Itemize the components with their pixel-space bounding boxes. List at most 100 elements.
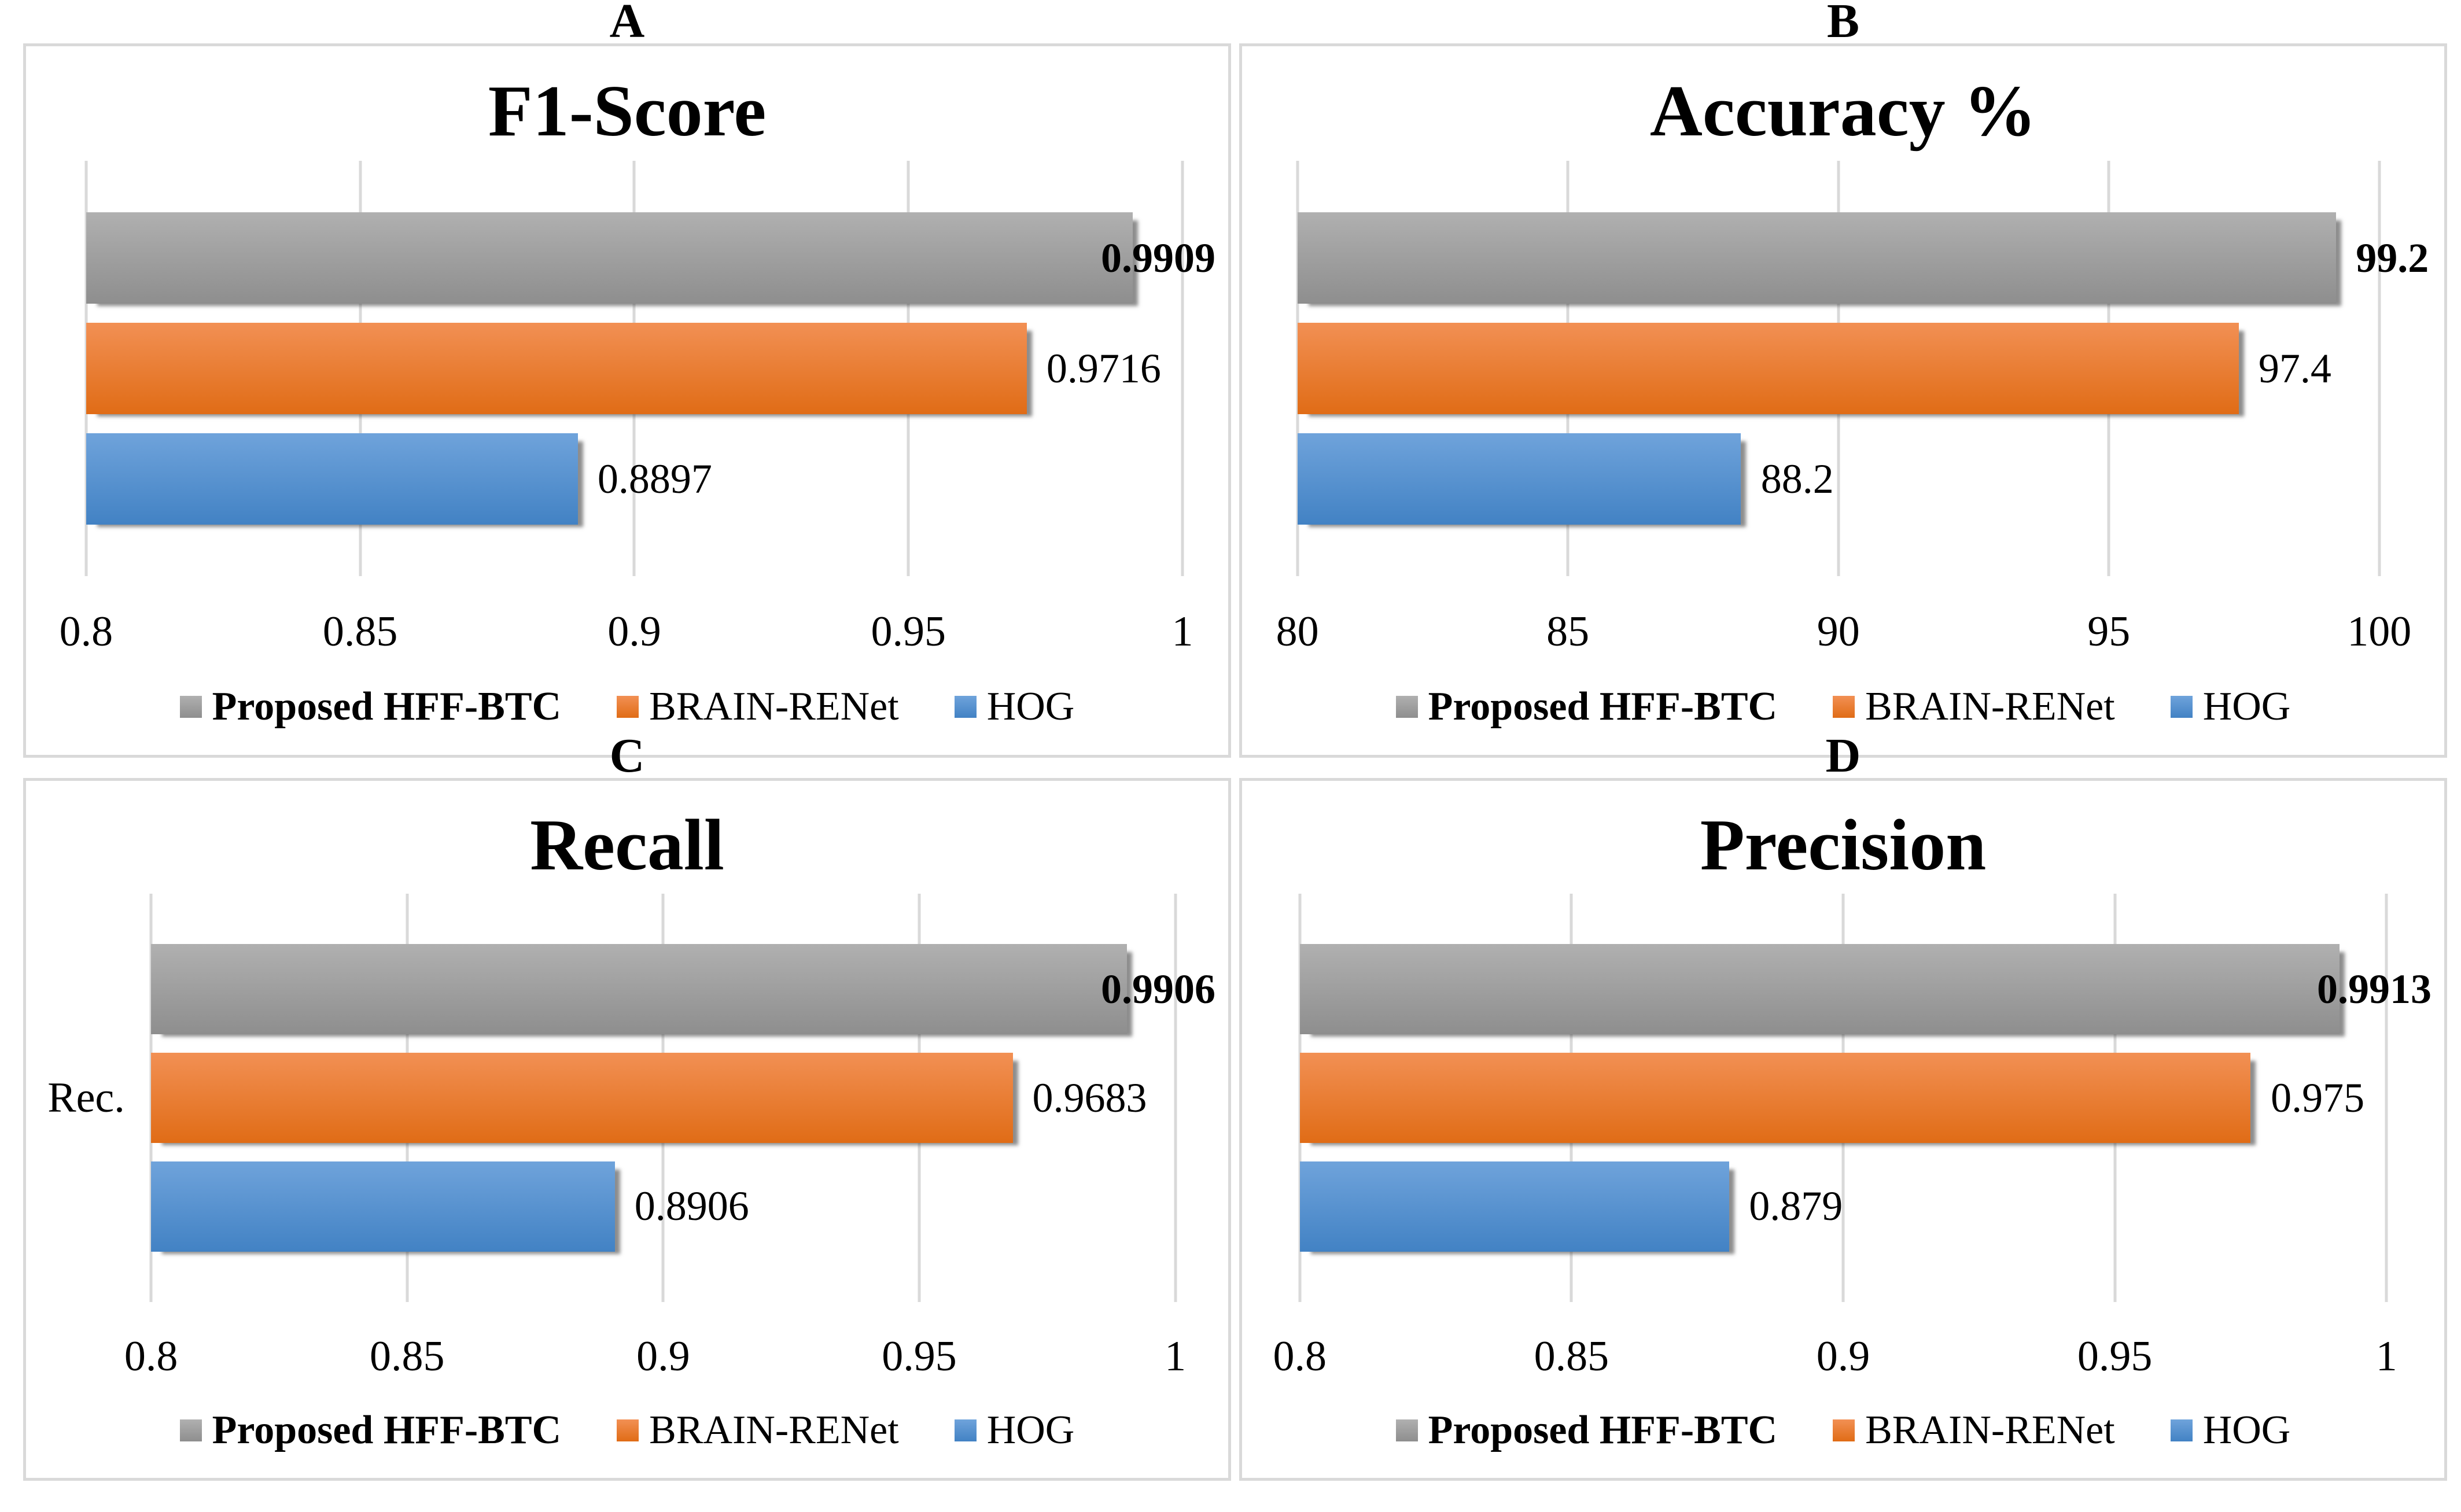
panel-letter: A — [609, 0, 645, 48]
value-label-brain-renet: 0.975 — [2271, 1074, 2365, 1121]
x-tick-label: 0.85 — [322, 607, 398, 655]
x-tick-label: 0.8 — [1273, 1333, 1327, 1381]
legend-item-proposed-hff-btc: Proposed HFF-BTC — [1395, 684, 1778, 729]
legend: Proposed HFF-BTC BRAIN-RENet HOG — [1242, 684, 2444, 729]
gridline — [2378, 161, 2381, 577]
legend-swatch-brain-renet — [1833, 1419, 1855, 1442]
x-tick-label: 1 — [1171, 607, 1193, 655]
panel-box-f1-score: F1-Score 0.9909 0.9716 0.8897 0.8 0.85 0.9 0.95… — [23, 43, 1231, 758]
panel-box-precision: Precision 0.9913 0.975 0.879 0.8 0.85 0.9 0.95 1… — [1239, 778, 2447, 1481]
legend-item-hog: HOG — [954, 684, 1075, 729]
legend-item-brain-renet: BRAIN-RENet — [1833, 684, 2115, 729]
gridline — [1174, 894, 1177, 1303]
bar-hog — [151, 1161, 616, 1252]
plot-area — [1296, 161, 2381, 577]
x-tick-label: 0.95 — [2077, 1333, 2153, 1381]
value-label-hog: 88.2 — [1760, 455, 1834, 502]
chart-title: Accuracy % — [1649, 71, 2037, 152]
legend-label: BRAIN-RENet — [649, 684, 899, 729]
legend-label: HOG — [2202, 1408, 2291, 1453]
legend-swatch-brain-renet — [617, 695, 639, 718]
value-label-brain-renet: 0.9716 — [1046, 345, 1161, 392]
bar-proposed-hff-btc — [1299, 944, 2340, 1035]
legend-item-proposed-hff-btc: Proposed HFF-BTC — [179, 1408, 562, 1453]
x-tick-label: 100 — [2347, 607, 2412, 655]
x-tick-label: 85 — [1546, 607, 1590, 655]
bar-proposed-hff-btc — [1297, 212, 2336, 304]
legend-item-brain-renet: BRAIN-RENet — [617, 684, 899, 729]
chart-title: Precision — [1700, 805, 1987, 886]
y-axis-label: Rec. — [47, 1074, 125, 1122]
legend-swatch-hog — [2170, 1419, 2193, 1442]
plot-area — [84, 161, 1184, 577]
legend-item-hog: HOG — [2170, 684, 2291, 729]
x-tick-label: 1 — [2375, 1333, 2397, 1381]
legend-swatch-proposed-hff-btc — [179, 695, 202, 718]
legend-swatch-proposed-hff-btc — [1395, 695, 1418, 718]
bar-brain-renet — [1299, 1052, 2251, 1143]
legend-label: Proposed HFF-BTC — [1428, 684, 1778, 729]
panel-cell-b: B Accuracy % 99.2 97.4 88.2 80 85 90 95 100 Propos… — [1239, 0, 2447, 758]
legend-label: Proposed HFF-BTC — [1428, 1408, 1778, 1453]
legend-swatch-hog — [954, 695, 977, 718]
x-tick-label: 95 — [2087, 607, 2131, 655]
x-tick-label: 0.95 — [871, 607, 946, 655]
chart-title: Recall — [530, 805, 724, 886]
legend-label: BRAIN-RENet — [649, 1408, 899, 1453]
legend-label: Proposed HFF-BTC — [212, 1408, 562, 1453]
chart-title: F1-Score — [488, 71, 767, 152]
legend: Proposed HFF-BTC BRAIN-RENet HOG — [1242, 1410, 2444, 1451]
x-tick-label: 90 — [1817, 607, 1860, 655]
value-label-brain-renet: 97.4 — [2258, 345, 2331, 392]
x-tick-label: 0.8 — [124, 1333, 178, 1381]
x-tick-label: 0.95 — [882, 1333, 957, 1381]
legend-item-brain-renet: BRAIN-RENet — [1833, 1410, 2115, 1451]
legend-label: HOG — [2202, 684, 2291, 729]
legend-item-hog: HOG — [2170, 1408, 2291, 1453]
legend-label: BRAIN-RENet — [1865, 684, 2115, 729]
value-label-hog: 0.8897 — [597, 455, 712, 502]
value-label-proposed-hff-btc: 0.9906 — [1101, 965, 1215, 1012]
panel-letter: C — [609, 729, 645, 783]
plot-area — [149, 894, 1177, 1303]
x-tick-label: 0.9 — [1816, 1333, 1870, 1381]
gridline — [2385, 894, 2388, 1303]
x-tick-label: 1 — [1165, 1333, 1187, 1381]
legend-item-proposed-hff-btc: Proposed HFF-BTC — [179, 684, 562, 729]
x-tick-label: 0.9 — [636, 1333, 690, 1381]
legend-swatch-hog — [2170, 695, 2193, 718]
panel-cell-d: D Precision 0.9913 0.975 0.879 0.8 0.85 0.9 0.95… — [1239, 732, 2447, 1481]
panel-letter: D — [1825, 729, 1861, 783]
legend: Proposed HFF-BTC BRAIN-RENet HOG — [26, 1410, 1228, 1451]
legend-item-hog: HOG — [954, 1408, 1075, 1453]
x-tick-label: 0.85 — [1534, 1333, 1609, 1381]
legend: Proposed HFF-BTC BRAIN-RENet HOG — [26, 684, 1228, 729]
panel-box-accuracy: Accuracy % 99.2 97.4 88.2 80 85 90 95 100 Propose… — [1239, 43, 2447, 758]
legend-label: HOG — [986, 1408, 1075, 1453]
bar-proposed-hff-btc — [151, 944, 1128, 1035]
bar-hog — [86, 433, 578, 525]
value-label-hog: 0.879 — [1749, 1183, 1843, 1230]
value-label-proposed-hff-btc: 0.9913 — [2317, 965, 2431, 1012]
gridline — [1181, 161, 1184, 577]
legend-swatch-proposed-hff-btc — [1395, 1419, 1418, 1442]
bar-hog — [1297, 433, 1741, 525]
value-label-brain-renet: 0.9683 — [1032, 1074, 1147, 1121]
x-tick-label: 80 — [1276, 607, 1319, 655]
legend-label: Proposed HFF-BTC — [212, 684, 562, 729]
plot-area — [1298, 894, 2388, 1303]
panel-cell-a: A F1-Score 0.9909 0.9716 0.8897 0.8 0.85 0.9 0.9… — [23, 0, 1231, 758]
legend-item-proposed-hff-btc: Proposed HFF-BTC — [1395, 1408, 1778, 1453]
value-label-hog: 0.8906 — [634, 1183, 749, 1230]
legend-swatch-brain-renet — [1833, 695, 1855, 718]
x-tick-label: 0.85 — [369, 1333, 445, 1381]
value-label-proposed-hff-btc: 0.9909 — [1101, 234, 1215, 281]
value-label-proposed-hff-btc: 99.2 — [2356, 234, 2429, 281]
legend-label: HOG — [986, 684, 1075, 729]
panel-cell-c: C Recall 0.9906 0.9683 0.8906 Rec. 0.8 0.85 0.9 0… — [23, 732, 1231, 1481]
bar-hog — [1299, 1161, 1729, 1252]
x-tick-label: 0.9 — [607, 607, 661, 655]
legend-swatch-proposed-hff-btc — [179, 1419, 202, 1442]
bar-brain-renet — [151, 1052, 1013, 1143]
